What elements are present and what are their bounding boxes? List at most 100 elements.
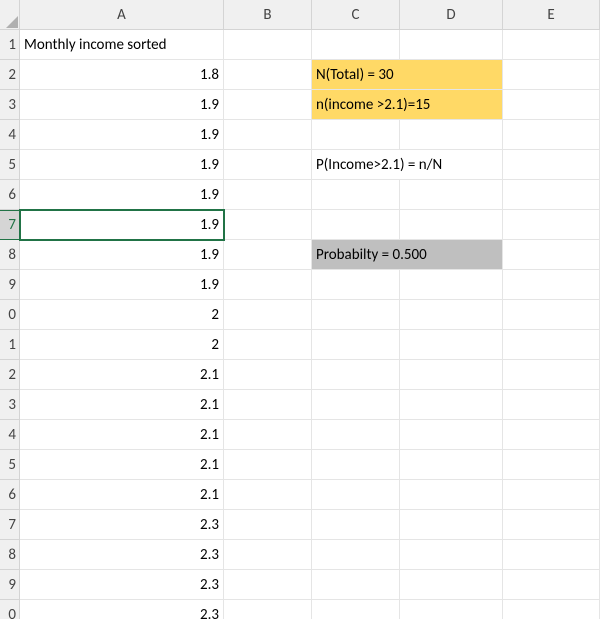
cell-e16[interactable] [503,480,600,510]
cell-b8[interactable] [224,240,312,270]
cell-a8[interactable]: 1.9 [20,240,224,270]
cell-e14[interactable] [503,420,600,450]
cell-b18[interactable] [224,540,312,570]
cell-a17[interactable]: 2.3 [20,510,224,540]
cell-a12[interactable]: 2.1 [20,360,224,390]
select-all-corner[interactable] [0,0,20,30]
cell-d17[interactable] [400,510,503,540]
cell-c15[interactable] [312,450,400,480]
cell-c17[interactable] [312,510,400,540]
cell-b14[interactable] [224,420,312,450]
cell-d20[interactable] [400,600,503,619]
row-header[interactable]: 7 [0,510,20,540]
cell-c14[interactable] [312,420,400,450]
cell-a7[interactable]: 1.9 [20,210,224,240]
col-header-c[interactable]: C [312,0,400,30]
row-header[interactable]: 1 [0,30,20,60]
cell-e2[interactable] [503,60,600,90]
row-header[interactable]: 0 [0,600,20,619]
cell-a10[interactable]: 2 [20,300,224,330]
cell-c18[interactable] [312,540,400,570]
cell-c7[interactable] [312,210,400,240]
cell-a15[interactable]: 2.1 [20,450,224,480]
cell-d7[interactable] [400,210,503,240]
col-header-a[interactable]: A [20,0,224,30]
cell-c20[interactable] [312,600,400,619]
cell-c4[interactable] [312,120,400,150]
cell-a5[interactable]: 1.9 [20,150,224,180]
cell-c1[interactable] [312,30,400,60]
cell-b12[interactable] [224,360,312,390]
cell-c8[interactable]: Probabilty = 0.500 [312,240,400,270]
row-header[interactable]: 2 [0,60,20,90]
cell-d6[interactable] [400,180,503,210]
cell-c11[interactable] [312,330,400,360]
cell-b5[interactable] [224,150,312,180]
cell-a18[interactable]: 2.3 [20,540,224,570]
cell-c9[interactable] [312,270,400,300]
cell-b20[interactable] [224,600,312,619]
cell-e15[interactable] [503,450,600,480]
row-header[interactable]: 8 [0,540,20,570]
cell-b9[interactable] [224,270,312,300]
cell-a13[interactable]: 2.1 [20,390,224,420]
cell-c2[interactable]: N(Total) = 30 [312,60,400,90]
row-header[interactable]: 9 [0,570,20,600]
col-header-b[interactable]: B [224,0,312,30]
cell-b7[interactable] [224,210,312,240]
row-header[interactable]: 6 [0,180,20,210]
cell-d13[interactable] [400,390,503,420]
row-header[interactable]: 3 [0,90,20,120]
cell-b15[interactable] [224,450,312,480]
cell-c10[interactable] [312,300,400,330]
row-header[interactable]: 3 [0,390,20,420]
cell-b17[interactable] [224,510,312,540]
cell-b1[interactable] [224,30,312,60]
cell-e13[interactable] [503,390,600,420]
cell-e18[interactable] [503,540,600,570]
cell-e1[interactable] [503,30,600,60]
col-header-e[interactable]: E [503,0,600,30]
cell-b13[interactable] [224,390,312,420]
cell-a14[interactable]: 2.1 [20,420,224,450]
cell-b6[interactable] [224,180,312,210]
cell-d14[interactable] [400,420,503,450]
row-header[interactable]: 9 [0,270,20,300]
col-header-d[interactable]: D [400,0,503,30]
cell-e6[interactable] [503,180,600,210]
cell-d9[interactable] [400,270,503,300]
cell-e5[interactable] [503,150,600,180]
cell-c16[interactable] [312,480,400,510]
row-header[interactable]: 7 [0,210,20,240]
row-header[interactable]: 4 [0,120,20,150]
cell-b19[interactable] [224,570,312,600]
row-header[interactable]: 8 [0,240,20,270]
cell-b3[interactable] [224,90,312,120]
cell-d15[interactable] [400,450,503,480]
cell-e7[interactable] [503,210,600,240]
row-header[interactable]: 5 [0,150,20,180]
cell-e19[interactable] [503,570,600,600]
cell-c12[interactable] [312,360,400,390]
cell-e20[interactable] [503,600,600,619]
cell-c3[interactable]: n(income >2.1)=15 [312,90,400,120]
cell-e4[interactable] [503,120,600,150]
cell-a19[interactable]: 2.3 [20,570,224,600]
cell-d2[interactable] [400,60,503,90]
spreadsheet-grid[interactable]: A B C D E 1 Monthly income sorted 2 1.8 … [0,0,609,619]
cell-b11[interactable] [224,330,312,360]
cell-e12[interactable] [503,360,600,390]
row-header[interactable]: 5 [0,450,20,480]
row-header[interactable]: 0 [0,300,20,330]
cell-a6[interactable]: 1.9 [20,180,224,210]
cell-b4[interactable] [224,120,312,150]
cell-e8[interactable] [503,240,600,270]
cell-d19[interactable] [400,570,503,600]
row-header[interactable]: 2 [0,360,20,390]
cell-c6[interactable] [312,180,400,210]
cell-a1[interactable]: Monthly income sorted [20,30,224,60]
cell-a20[interactable]: 2.3 [20,600,224,619]
cell-d16[interactable] [400,480,503,510]
cell-a11[interactable]: 2 [20,330,224,360]
cell-d18[interactable] [400,540,503,570]
